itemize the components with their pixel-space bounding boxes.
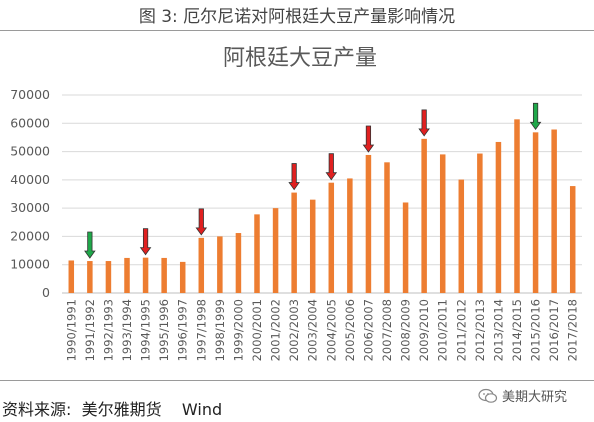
bar: [161, 257, 167, 293]
bar-chart: 阿根廷大豆产量 0 10000 20000 30000 40000 50000 60000 7…: [10, 46, 582, 361]
x-tick-label: 1998/1999: [213, 299, 227, 361]
bar: [272, 208, 279, 293]
y-tick-label: 60000: [10, 115, 50, 130]
bar: [68, 260, 75, 293]
figure-caption: 图 3: 厄尔尼诺对阿根廷大豆产量影响情况: [138, 7, 456, 27]
y-tick-label: 50000: [10, 144, 50, 159]
x-tick-label: 2001/2002: [269, 299, 283, 361]
x-tick-label: 1997/1998: [194, 299, 208, 361]
x-tick-label: 2009/2010: [417, 299, 431, 361]
bar: [402, 202, 409, 293]
bar: [309, 199, 316, 293]
bar: [347, 178, 353, 293]
bar: [328, 182, 335, 293]
x-tick-label: 2011/2012: [454, 299, 468, 361]
x-tick-label: 2004/2005: [324, 299, 338, 361]
bar: [365, 154, 372, 293]
bar: [254, 214, 260, 293]
red-down-arrow: [139, 228, 152, 256]
bar: [514, 119, 520, 293]
y-tick-label: 0: [42, 285, 50, 300]
red-down-arrow: [195, 208, 208, 236]
y-axis-ticks: 0 10000 20000 30000 40000 50000 60000 70000: [10, 87, 50, 300]
y-tick-label: 10000: [10, 257, 50, 272]
x-tick-label: 2015/2016: [529, 299, 543, 361]
x-tick-label: 1999/2000: [231, 299, 245, 361]
bar: [87, 261, 93, 293]
annotation-arrows: [84, 102, 542, 259]
x-tick-label: 1996/1997: [176, 299, 190, 361]
chart-title: 阿根廷大豆产量: [223, 46, 377, 71]
bar: [235, 233, 242, 293]
x-tick-label: 1991/1992: [83, 299, 97, 361]
watermark: 美期大研究: [478, 386, 567, 405]
bar: [217, 236, 223, 293]
x-tick-label: 1995/1996: [157, 299, 171, 361]
red-down-arrow: [362, 125, 375, 153]
y-tick-label: 40000: [10, 172, 50, 187]
green-down-arrow: [529, 102, 542, 131]
footer-divider: [0, 380, 594, 381]
bar: [124, 257, 130, 293]
bar: [532, 132, 539, 293]
bar: [105, 261, 112, 293]
x-tick-label: 2008/2009: [399, 299, 413, 361]
x-tick-label: 1992/1993: [101, 299, 115, 361]
bar: [421, 138, 427, 293]
x-tick-label: 2017/2018: [566, 299, 580, 361]
bars: [68, 119, 576, 293]
x-tick-label: 2007/2008: [380, 299, 394, 361]
bar: [198, 237, 205, 293]
bar: [477, 153, 483, 293]
x-tick-label: 2012/2013: [473, 299, 487, 361]
bar: [142, 257, 149, 293]
x-tick-label: 2010/2011: [436, 299, 450, 361]
x-tick-label: 2000/2001: [250, 299, 264, 361]
y-tick-label: 70000: [10, 87, 50, 102]
x-tick-label: 2005/2006: [343, 299, 357, 361]
bar: [384, 162, 390, 293]
red-down-arrow: [288, 163, 300, 191]
bar: [495, 141, 502, 293]
bar: [291, 192, 297, 293]
bar: [179, 261, 186, 293]
x-tick-label: 1990/1991: [64, 299, 78, 361]
x-tick-label: 1994/1995: [139, 299, 153, 361]
red-down-arrow: [325, 153, 338, 181]
bar: [551, 129, 557, 293]
bar: [569, 186, 576, 293]
x-axis-ticks: 1990/1991 1991/1992 1992/1993 1993/1994 1994…: [64, 299, 579, 361]
green-down-arrow: [84, 231, 96, 259]
x-tick-label: 2013/2014: [491, 299, 505, 361]
x-tick-label: 2016/2017: [547, 299, 561, 361]
x-tick-label: 2002/2003: [287, 299, 301, 361]
gridlines: [62, 94, 582, 294]
bar: [439, 154, 446, 293]
y-tick-label: 20000: [10, 228, 50, 243]
y-tick-label: 30000: [10, 200, 50, 215]
x-tick-label: 2003/2004: [306, 299, 320, 361]
source-note: 资料来源: 美尔雅期货 Wind: [2, 400, 223, 419]
x-tick-label: 2006/2007: [361, 299, 375, 361]
x-tick-label: 1993/1994: [120, 299, 134, 361]
caption-divider: [0, 30, 594, 31]
bar: [458, 179, 465, 293]
wechat-icon: [478, 388, 498, 403]
watermark-text: 美期大研究: [502, 390, 568, 405]
x-tick-label: 2014/2015: [510, 299, 524, 361]
red-down-arrow: [418, 109, 430, 137]
